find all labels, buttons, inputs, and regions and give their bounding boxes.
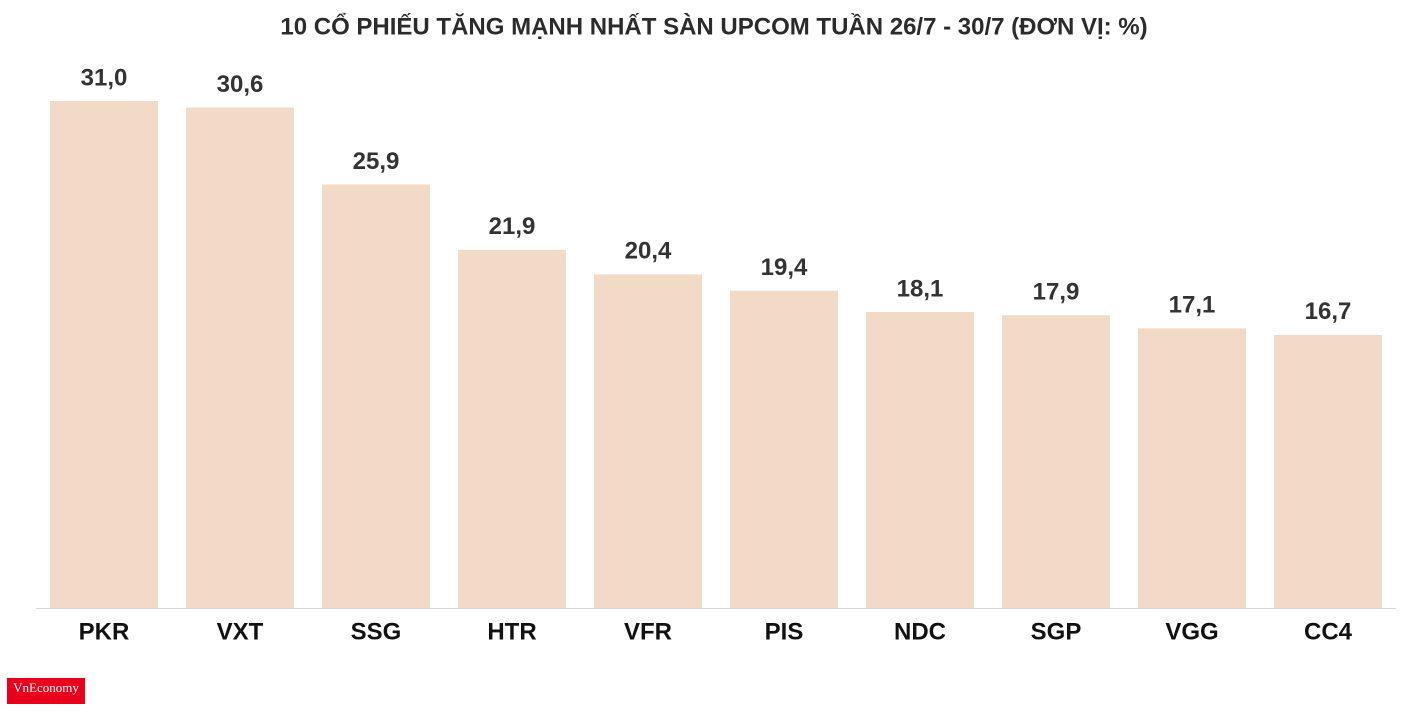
bar <box>1274 334 1382 608</box>
x-tick-label: HTR <box>487 618 536 645</box>
bar <box>458 249 566 608</box>
bar <box>186 107 294 609</box>
logo: VnEconomy <box>13 680 79 695</box>
x-tick-label: VXT <box>217 618 264 645</box>
bar <box>50 101 158 608</box>
bar <box>1002 315 1110 608</box>
x-tick-label: VFR <box>624 618 672 645</box>
logo-box <box>7 678 85 704</box>
value-label: 25,9 <box>353 148 400 175</box>
value-label: 19,4 <box>761 254 808 281</box>
bar <box>866 311 974 608</box>
value-label: 16,7 <box>1305 298 1352 325</box>
x-tick-label: CC4 <box>1304 618 1353 645</box>
x-tick-label: SGP <box>1031 618 1082 645</box>
x-tick-label: VGG <box>1165 618 1218 645</box>
chart-title: 10 CỔ PHIẾU TĂNG MẠNH NHẤT SÀN UPCOM TUẦ… <box>280 12 1147 40</box>
x-tick-label: PIS <box>765 618 804 645</box>
value-label: 21,9 <box>489 213 536 240</box>
value-label: 18,1 <box>897 275 944 302</box>
x-tick-label: PKR <box>79 618 130 645</box>
bar <box>1138 328 1246 608</box>
bar <box>730 290 838 608</box>
value-label: 17,9 <box>1033 279 1080 306</box>
x-tick-label: SSG <box>351 618 402 645</box>
value-label: 31,0 <box>81 64 128 91</box>
bar <box>322 184 430 609</box>
value-label: 20,4 <box>625 238 672 265</box>
bar <box>594 274 702 608</box>
x-tick-label: NDC <box>894 618 946 645</box>
value-label: 17,1 <box>1169 292 1216 319</box>
value-label: 30,6 <box>217 71 264 98</box>
